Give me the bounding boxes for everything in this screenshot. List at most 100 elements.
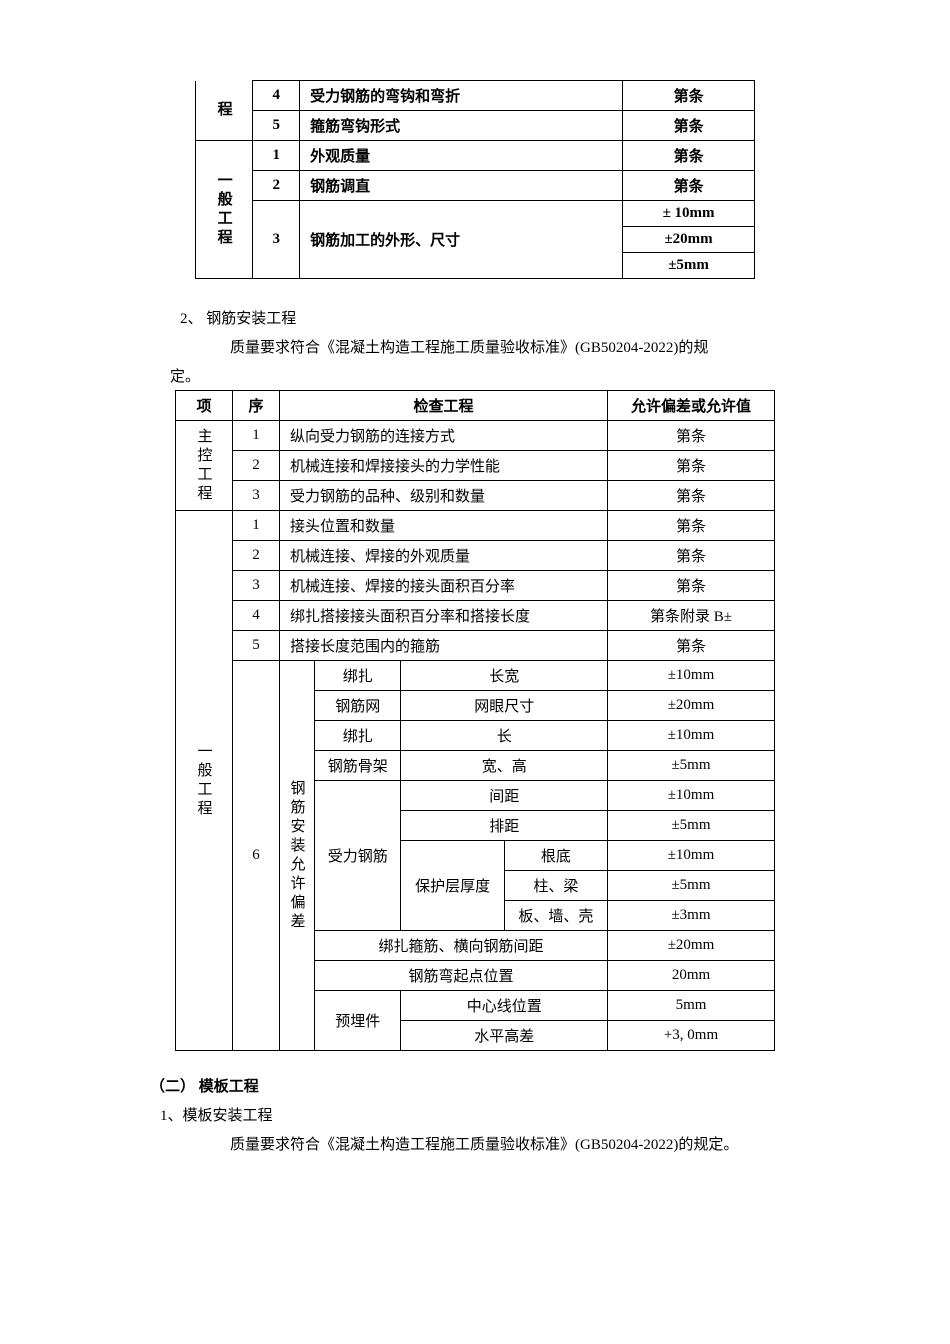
seq-cell: 2 bbox=[233, 541, 280, 571]
table-steel-install: 项 序 检查工程 允许偏差或允许值 主控工程 1 纵向受力钢筋的连接方式 第条 … bbox=[175, 390, 775, 1051]
val-cell: 第条 bbox=[608, 541, 775, 571]
item-cell: 受力钢筋的品种、级别和数量 bbox=[280, 481, 608, 511]
val-cell: ±3mm bbox=[608, 901, 775, 931]
item-cell: 受力钢筋的弯钩和弯折 bbox=[300, 81, 623, 111]
seq-cell: 5 bbox=[253, 111, 300, 141]
val-cell: 第条 bbox=[608, 571, 775, 601]
table-row: 3 受力钢筋的品种、级别和数量 第条 bbox=[176, 481, 775, 511]
val-cell: 第条附录 B± bbox=[608, 601, 775, 631]
sub-spec: 网眼尺寸 bbox=[401, 691, 608, 721]
item-cell: 搭接长度范围内的箍筋 bbox=[280, 631, 608, 661]
section-3-note: 质量要求符合《混凝土构造工程施工质量验收标准》(GB50204-2022)的规定… bbox=[230, 1133, 830, 1154]
table-header-row: 项 序 检查工程 允许偏差或允许值 bbox=[176, 391, 775, 421]
cat-general: 一般工程 bbox=[196, 141, 253, 279]
sub-spec: 长 bbox=[401, 721, 608, 751]
val-cell: ±10mm bbox=[608, 661, 775, 691]
sub-item: 钢筋弯起点位置 bbox=[315, 961, 608, 991]
section-3-subtitle: 1、模板安装工程 bbox=[160, 1104, 830, 1125]
seq-cell: 4 bbox=[233, 601, 280, 631]
sub-item: 钢筋骨架 bbox=[315, 751, 401, 781]
val-cell: ±5mm bbox=[608, 751, 775, 781]
item-cell: 机械连接和焊接接头的力学性能 bbox=[280, 451, 608, 481]
cat-general: 一般工程 bbox=[176, 511, 233, 1051]
item-cell: 箍筋弯钩形式 bbox=[300, 111, 623, 141]
val-cell: ±20mm bbox=[608, 931, 775, 961]
section-3-head: （二） 模板工程 bbox=[150, 1075, 830, 1096]
val-cell: 第条 bbox=[623, 171, 755, 201]
table-row: 3 机械连接、焊接的接头面积百分率 第条 bbox=[176, 571, 775, 601]
section-2-title: 2、 钢筋安装工程 bbox=[180, 307, 830, 328]
val-cell: 第条 bbox=[608, 511, 775, 541]
sub-item: 绑扎 bbox=[315, 661, 401, 691]
seq-cell: 4 bbox=[253, 81, 300, 111]
sub-spec: 长宽 bbox=[401, 661, 608, 691]
seq-cell: 5 bbox=[233, 631, 280, 661]
item-cell: 机械连接、焊接的外观质量 bbox=[280, 541, 608, 571]
seq-cell: 2 bbox=[253, 171, 300, 201]
table-row: 2 钢筋调直 第条 bbox=[196, 171, 755, 201]
val-cell: ±5mm bbox=[608, 811, 775, 841]
val-cell: ±10mm bbox=[608, 721, 775, 751]
table-row: 主控工程 1 纵向受力钢筋的连接方式 第条 bbox=[176, 421, 775, 451]
val-cell: ±5mm bbox=[623, 253, 755, 279]
sub-spec: 柱、梁 bbox=[504, 871, 607, 901]
sub-spec-cover: 保护层厚度 bbox=[401, 841, 504, 931]
val-cell: 第条 bbox=[608, 481, 775, 511]
seq-cell: 3 bbox=[233, 481, 280, 511]
seq-cell: 1 bbox=[253, 141, 300, 171]
table-row: 一般工程 1 外观质量 第条 bbox=[196, 141, 755, 171]
section-2-note-line1: 质量要求符合《混凝土构造工程施工质量验收标准》(GB50204-2022)的规 bbox=[230, 336, 830, 357]
col-seq: 序 bbox=[233, 391, 280, 421]
val-cell: ±10mm bbox=[608, 841, 775, 871]
seq-cell: 6 bbox=[233, 661, 280, 1051]
section-2-note-line2: 定。 bbox=[170, 365, 830, 386]
col-allow: 允许偏差或允许值 bbox=[608, 391, 775, 421]
val-cell: ±20mm bbox=[623, 227, 755, 253]
sub-spec: 中心线位置 bbox=[401, 991, 608, 1021]
val-cell: ± 10mm bbox=[623, 201, 755, 227]
sub-item: 绑扎 bbox=[315, 721, 401, 751]
val-cell: ±20mm bbox=[608, 691, 775, 721]
table-row: 一般工程 1 接头位置和数量 第条 bbox=[176, 511, 775, 541]
table-row: 程 4 受力钢筋的弯钩和弯折 第条 bbox=[196, 81, 755, 111]
sub-spec: 宽、高 bbox=[401, 751, 608, 781]
sub-spec: 板、墙、壳 bbox=[504, 901, 607, 931]
val-cell: 20mm bbox=[608, 961, 775, 991]
val-cell: 第条 bbox=[623, 141, 755, 171]
item-cell: 接头位置和数量 bbox=[280, 511, 608, 541]
cat-main: 主控工程 bbox=[176, 421, 233, 511]
item-cell: 钢筋调直 bbox=[300, 171, 623, 201]
sub-item: 钢筋网 bbox=[315, 691, 401, 721]
vlabel-steel-install: 钢筋安装允许偏差 bbox=[280, 661, 315, 1051]
table-row: 4 绑扎搭接接头面积百分率和搭接长度 第条附录 B± bbox=[176, 601, 775, 631]
val-cell: 5mm bbox=[608, 991, 775, 1021]
item-cell: 机械连接、焊接的接头面积百分率 bbox=[280, 571, 608, 601]
sub-item: 绑扎箍筋、横向钢筋间距 bbox=[315, 931, 608, 961]
seq-cell: 1 bbox=[233, 421, 280, 451]
seq-cell: 2 bbox=[233, 451, 280, 481]
val-cell: ±10mm bbox=[608, 781, 775, 811]
item-cell: 纵向受力钢筋的连接方式 bbox=[280, 421, 608, 451]
table-row: 5 搭接长度范围内的箍筋 第条 bbox=[176, 631, 775, 661]
table-row: 2 机械连接、焊接的外观质量 第条 bbox=[176, 541, 775, 571]
sub-spec: 根底 bbox=[504, 841, 607, 871]
table-steel-processing: 程 4 受力钢筋的弯钩和弯折 第条 5 箍筋弯钩形式 第条 一般工程 1 外观质… bbox=[195, 80, 755, 279]
val-cell: +3, 0mm bbox=[608, 1021, 775, 1051]
sub-spec: 排距 bbox=[401, 811, 608, 841]
table-row: 2 机械连接和焊接接头的力学性能 第条 bbox=[176, 451, 775, 481]
val-cell: 第条 bbox=[608, 451, 775, 481]
sub-spec: 间距 bbox=[401, 781, 608, 811]
val-cell: 第条 bbox=[623, 81, 755, 111]
item-cell: 钢筋加工的外形、尺寸 bbox=[300, 201, 623, 279]
item-cell: 外观质量 bbox=[300, 141, 623, 171]
sub-item-force-steel: 受力钢筋 bbox=[315, 781, 401, 931]
val-cell: ±5mm bbox=[608, 871, 775, 901]
table-row: 6 钢筋安装允许偏差 绑扎 长宽 ±10mm bbox=[176, 661, 775, 691]
sub-item-embed: 预埋件 bbox=[315, 991, 401, 1051]
col-check: 检查工程 bbox=[280, 391, 608, 421]
col-proj: 项 bbox=[176, 391, 233, 421]
table-row: 3 钢筋加工的外形、尺寸 ± 10mm bbox=[196, 201, 755, 227]
cat-cheng: 程 bbox=[196, 81, 253, 141]
val-cell: 第条 bbox=[608, 631, 775, 661]
table-row: 5 箍筋弯钩形式 第条 bbox=[196, 111, 755, 141]
